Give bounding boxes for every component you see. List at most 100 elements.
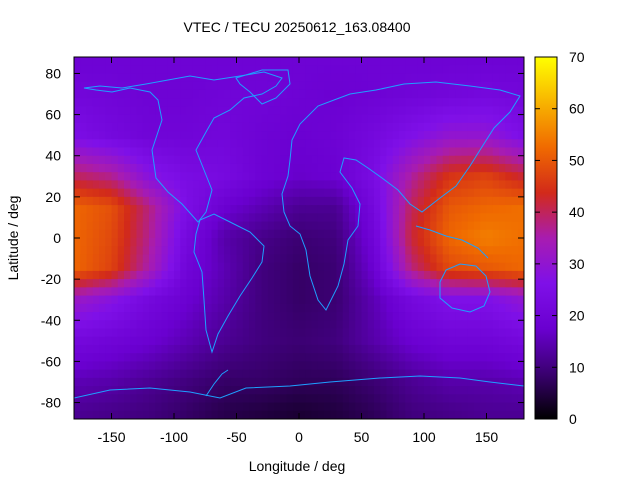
heat-cell	[305, 295, 313, 305]
heat-cell	[399, 188, 406, 198]
heat-cell	[349, 221, 356, 231]
heat-cell	[511, 328, 519, 338]
heat-cell	[99, 402, 106, 412]
heat-cell	[417, 172, 425, 182]
heat-cell	[224, 172, 231, 182]
heat-cell	[261, 320, 269, 330]
heat-cell	[374, 147, 381, 157]
heat-cell	[217, 336, 225, 346]
heat-cell	[136, 172, 144, 182]
heat-cell	[242, 89, 250, 99]
heat-cell	[111, 270, 119, 280]
heat-cell	[311, 114, 319, 124]
heat-cell	[467, 238, 475, 247]
heat-cell	[367, 172, 375, 182]
heat-cell	[286, 402, 294, 412]
heat-cell	[442, 254, 450, 264]
heat-cell	[474, 344, 481, 354]
heat-cell	[455, 254, 463, 264]
heat-cell	[474, 353, 481, 363]
heat-cell	[324, 188, 331, 198]
heat-cell	[305, 402, 313, 412]
heat-cell	[349, 57, 356, 66]
heat-cell	[436, 131, 444, 140]
heat-cell	[386, 213, 394, 223]
heat-cell	[430, 361, 438, 371]
heat-cell	[492, 81, 500, 91]
heat-cell	[117, 262, 125, 272]
heat-cell	[442, 361, 450, 371]
heat-cell	[361, 163, 369, 173]
heat-cell	[455, 155, 463, 165]
heat-cell	[236, 394, 244, 404]
heat-cell	[236, 410, 244, 419]
heat-cell	[467, 312, 475, 321]
heat-cell	[367, 262, 375, 272]
heat-cell	[517, 188, 524, 198]
heat-cell	[330, 65, 338, 75]
heat-cell	[405, 89, 413, 99]
heat-cell	[105, 221, 113, 231]
heat-cell	[217, 295, 225, 305]
heat-cell	[405, 139, 413, 149]
heat-cell	[317, 328, 325, 338]
heat-cell	[499, 221, 506, 231]
heat-cell	[461, 196, 469, 206]
heat-cell	[299, 377, 306, 387]
heat-cell	[211, 410, 219, 419]
heat-cell	[380, 106, 388, 116]
heat-cell	[224, 353, 231, 363]
heat-cell	[367, 410, 375, 419]
heat-cell	[492, 394, 500, 404]
heat-cell	[467, 295, 475, 305]
heat-cell	[180, 73, 188, 83]
heat-cell	[367, 65, 375, 75]
heat-cell	[361, 139, 369, 149]
heat-cell	[405, 122, 413, 132]
heat-cell	[342, 81, 350, 91]
heat-cell	[305, 57, 313, 66]
heat-cell	[442, 81, 450, 91]
heat-cell	[330, 106, 338, 116]
heat-cell	[342, 328, 350, 338]
heat-cell	[230, 328, 238, 338]
heat-cell	[111, 81, 119, 91]
heat-cell	[236, 303, 244, 313]
heat-cell	[330, 303, 338, 313]
heat-cell	[517, 98, 524, 107]
heat-cell	[336, 344, 344, 354]
heat-cell	[161, 188, 169, 198]
heat-cell	[467, 287, 475, 297]
heat-cell	[517, 131, 524, 140]
heat-cell	[305, 353, 313, 363]
heat-cell	[211, 65, 219, 75]
heat-cell	[442, 246, 450, 256]
heat-cell	[499, 270, 506, 280]
heat-cell	[486, 139, 494, 149]
heat-cell	[192, 188, 200, 198]
heat-cell	[430, 98, 438, 107]
heat-cell	[336, 163, 344, 173]
heat-cell	[411, 377, 419, 387]
heat-cell	[99, 65, 106, 75]
heat-cell	[311, 89, 319, 99]
heat-cell	[74, 262, 81, 272]
heat-cell	[86, 106, 94, 116]
heat-cell	[355, 279, 363, 288]
heat-cell	[442, 205, 450, 214]
heat-cell	[124, 353, 131, 363]
heat-cell	[392, 386, 400, 395]
heat-cell	[405, 410, 413, 419]
heat-cell	[392, 254, 400, 264]
heat-cell	[217, 188, 225, 198]
heat-cell	[511, 369, 519, 379]
heat-cell	[105, 361, 113, 371]
heat-cell	[249, 81, 256, 91]
heat-cell	[386, 238, 394, 247]
heat-cell	[480, 205, 488, 214]
heat-cell	[92, 180, 100, 190]
heat-cell	[417, 386, 425, 395]
heat-cell	[355, 344, 363, 354]
heat-cell	[186, 81, 194, 91]
heat-cell	[455, 369, 463, 379]
